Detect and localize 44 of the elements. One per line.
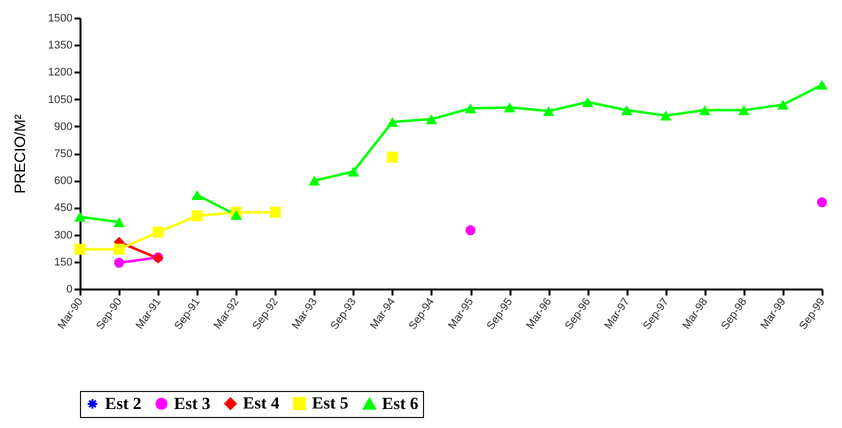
point xyxy=(74,244,86,255)
point xyxy=(582,97,594,107)
point xyxy=(777,100,789,110)
y-tick-label: 0 xyxy=(66,284,72,296)
point xyxy=(308,176,320,186)
point xyxy=(230,210,242,220)
y-tick-label: 1200 xyxy=(48,66,72,79)
legend-label: Est 5 xyxy=(312,394,348,413)
point xyxy=(738,105,750,116)
point xyxy=(386,152,398,163)
y-axis-title: PRECIO/M² xyxy=(12,114,30,194)
point xyxy=(113,217,125,228)
point xyxy=(699,105,711,116)
y-tick-label: 300 xyxy=(54,229,72,242)
y-tick-label: 1050 xyxy=(48,94,72,106)
point xyxy=(816,80,828,90)
point xyxy=(191,190,203,200)
point xyxy=(504,102,516,112)
point xyxy=(464,103,476,114)
point xyxy=(426,114,438,124)
point xyxy=(386,116,398,127)
y-tick-label: 1500 xyxy=(48,12,72,24)
y-tick-label: 600 xyxy=(54,175,72,188)
point xyxy=(466,225,476,236)
point xyxy=(114,258,124,268)
point xyxy=(621,105,632,116)
y-tick-label: 450 xyxy=(54,202,72,214)
y-tick-label: 1350 xyxy=(48,40,72,52)
point xyxy=(192,210,203,222)
legend-label: Est 2 xyxy=(105,394,142,413)
y-tick-label: 900 xyxy=(54,120,72,133)
point xyxy=(817,197,827,208)
y-tick-label: 750 xyxy=(54,148,72,160)
point xyxy=(74,212,86,222)
legend-label: Est 6 xyxy=(382,394,418,413)
legend-label: Est 4 xyxy=(243,394,280,413)
point xyxy=(542,106,554,116)
point xyxy=(348,166,360,177)
y-tick-label: 150 xyxy=(54,256,72,268)
point xyxy=(114,244,125,255)
point xyxy=(660,110,672,120)
legend-label: Est 3 xyxy=(174,394,210,413)
point xyxy=(152,226,164,238)
point xyxy=(270,206,281,218)
